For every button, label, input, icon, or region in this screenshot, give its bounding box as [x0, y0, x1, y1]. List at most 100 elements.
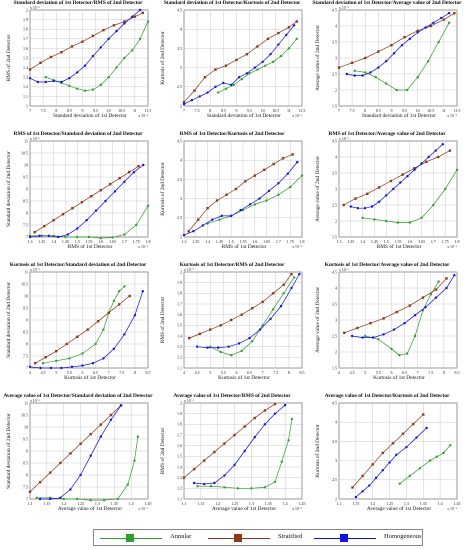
data-point-homogeneous [285, 33, 288, 37]
data-point-homogeneous [377, 66, 380, 69]
data-point-homogeneous [441, 143, 445, 146]
x-tick-label: 8 [134, 370, 136, 375]
y-tick-label: 1.2 [177, 486, 182, 491]
x-tick-label: 1.65 [263, 239, 270, 244]
data-point-stratified [377, 50, 380, 53]
data-point-stratified [401, 173, 404, 176]
data-point-homogeneous [47, 234, 51, 237]
x-tick-label: 1.35 [265, 501, 272, 506]
data-point-homogeneous [85, 219, 88, 222]
data-point-stratified [351, 486, 354, 489]
x-tick-label: 10 [416, 108, 420, 113]
x-tick-label: 1.75 [287, 239, 294, 244]
y-tick-label: 1.8 [177, 422, 182, 427]
data-point-stratified [187, 230, 190, 233]
x-tick-label: 6.5 [402, 370, 407, 375]
data-point-stratified [421, 296, 425, 299]
data-point-homogeneous [206, 91, 209, 94]
data-point-stratified [261, 300, 264, 304]
data-point-annular [76, 87, 79, 90]
data-point-annular [263, 486, 267, 489]
data-point-homogeneous [381, 469, 385, 472]
data-point-stratified [271, 292, 275, 295]
data-point-homogeneous [269, 317, 272, 321]
x-tick-label: 10 [261, 108, 265, 113]
y-tick-label: 4.5 [332, 138, 337, 143]
data-point-stratified [243, 425, 246, 428]
data-point-stratified [253, 174, 256, 177]
x-tick-label: 1.3 [28, 239, 33, 244]
x-axis-label: Standard deviation of 1st Detector [207, 113, 281, 119]
x-tick-label: 7.5 [350, 108, 355, 113]
data-point-stratified [133, 15, 137, 18]
y-tick-label: 9 [26, 317, 28, 322]
x-tick-label: 1.6 [252, 239, 257, 244]
y-tick-label: 7 [26, 365, 28, 370]
data-point-homogeneous [107, 37, 110, 40]
data-point-homogeneous [283, 403, 287, 407]
data-point-annular [89, 499, 92, 502]
data-point-stratified [109, 183, 112, 186]
x-axis-label: Kurtosis of 1st Detector [64, 375, 116, 381]
data-point-annular [44, 76, 47, 79]
data-point-homogeneous [83, 64, 87, 67]
data-point-homogeneous [453, 274, 456, 277]
data-point-stratified [80, 201, 84, 204]
data-point-homogeneous [119, 404, 123, 407]
data-point-annular [398, 354, 401, 357]
data-point-stratified [403, 36, 406, 39]
x-tick-label: 1.35 [192, 239, 199, 244]
data-point-homogeneous [44, 80, 47, 84]
data-point-homogeneous [123, 22, 126, 25]
x-tick-label: 9 [81, 108, 83, 113]
data-point-annular [374, 76, 377, 79]
data-point-annular [282, 292, 285, 295]
y-tick-label: 7.5 [23, 222, 28, 227]
data-point-stratified [203, 76, 207, 79]
x-tick-label: 1.15 [197, 501, 204, 506]
y-tick-label: 1.5 [177, 323, 182, 328]
data-point-stratified [193, 89, 196, 92]
data-point-annular [385, 219, 388, 223]
series-line-stratified [29, 12, 143, 70]
x-tick-label: 8.5 [300, 370, 305, 375]
y-exponent-label: x 10⁻³ [184, 268, 195, 272]
x-tick-label: 1.35 [347, 239, 354, 244]
plot-area: 7 7.5 8 8.5 9 9.5 10 10.5 11 11.5 1 1.1 1.2 1.3 1.4 1.5… [23, 6, 151, 118]
x-tick-label: 1.2 [61, 501, 66, 506]
y-tick-label: 8.5 [23, 198, 28, 203]
y-exponent-label: x 10⁻³ [339, 6, 350, 10]
x-tick-label: 8 [55, 108, 57, 113]
data-point-annular [287, 439, 290, 442]
data-point-stratified [86, 328, 89, 331]
series-line-homogeneous [29, 291, 144, 369]
axes-frame [183, 9, 303, 107]
x-tick-label: 1.4 [438, 501, 443, 506]
x-exponent-label: x 10⁻³ [292, 114, 303, 118]
y-tick-label: 9 [26, 448, 28, 453]
x-tick-label: 11 [287, 108, 291, 113]
y-tick-label: 1.2 [23, 84, 28, 89]
plot-area: 7 7.5 8 8.5 9 9.5 10 10.5 11 11.5 2 2.5 3 3.5 4 4.5 x 10… [177, 7, 305, 118]
x-axis-label: Average value of 1st Detector [366, 506, 432, 512]
data-point-annular [55, 359, 58, 362]
data-point-stratified [65, 342, 68, 346]
data-point-annular [364, 71, 367, 74]
data-point-homogeneous [76, 227, 79, 230]
data-point-homogeneous [248, 203, 252, 206]
chart-panel-7: Kurtosis of 1st Detector/Standard deviat… [2, 262, 154, 392]
data-point-annular [81, 352, 84, 355]
data-point-homogeneous [298, 272, 301, 276]
y-tick-label: 9.5 [23, 436, 28, 441]
x-axis-label: Kurtosis of 1st Detector [373, 375, 425, 381]
data-point-annular [133, 459, 136, 462]
chart-panel-4: RMS of 1st Detector/Standard deviation o… [2, 131, 154, 261]
data-point-homogeneous [349, 205, 352, 208]
data-point-annular [102, 499, 106, 502]
x-tick-label: 1.5 [384, 239, 389, 244]
y-tick-label: 1.5 [332, 103, 337, 108]
data-point-stratified [413, 167, 416, 170]
y-tick-label: 8.5 [23, 460, 28, 465]
data-point-annular [136, 435, 140, 438]
